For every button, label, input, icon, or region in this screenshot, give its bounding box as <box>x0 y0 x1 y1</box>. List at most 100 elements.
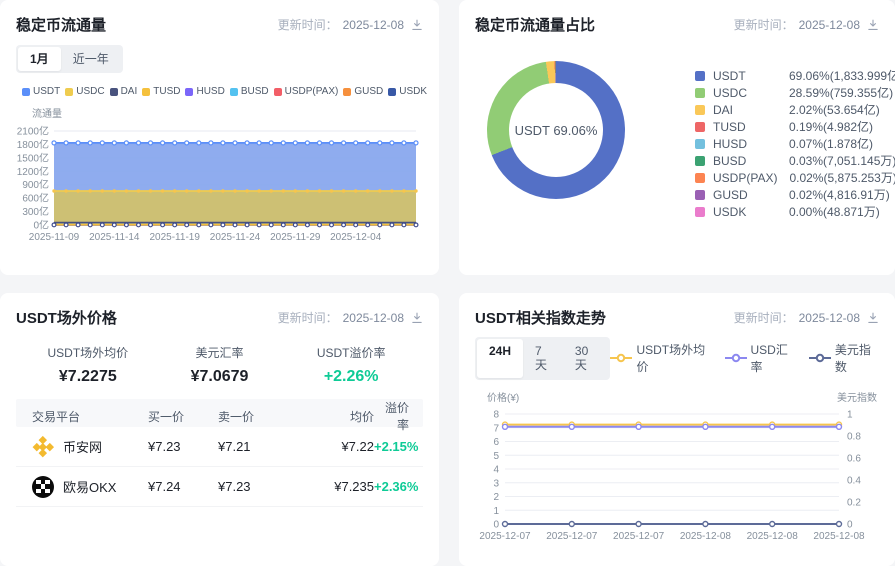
tab-1-month[interactable]: 1月 <box>18 47 61 72</box>
avg-price-cell: ¥7.22 <box>341 439 374 454</box>
share-legend-item-dai[interactable]: DAI 2.02%(53.654亿) <box>695 101 895 118</box>
share-title: 稳定币流通量占比 <box>475 17 596 34</box>
sell-price-cell: ¥7.23 <box>218 479 251 494</box>
tab-30-days[interactable]: 30天 <box>574 344 589 373</box>
svg-text:2025-12-08: 2025-12-08 <box>680 531 732 542</box>
circulation-area-chart[interactable]: 0亿300亿600亿900亿1200亿1500亿1800亿2100亿2025-1… <box>16 123 423 245</box>
update-label: 更新时间： <box>733 18 794 32</box>
legend-item-usdk[interactable]: USDK <box>388 86 427 97</box>
svg-text:3: 3 <box>493 478 499 489</box>
svg-text:0.2: 0.2 <box>847 497 861 508</box>
legend-label: USDP(PAX) <box>284 86 339 98</box>
line-marker-icon <box>724 353 747 363</box>
legend-item-busd[interactable]: BUSD <box>229 86 269 97</box>
share-legend-item-busd[interactable]: BUSD 0.03%(7,051.145万) <box>695 152 895 169</box>
legend-item-usdt[interactable]: USDT <box>22 86 60 97</box>
share-legend-item-gusd[interactable]: GUSD 0.02%(4,816.91万) <box>695 186 895 203</box>
share-legend-item-tusd[interactable]: TUSD 0.19%(4.982亿) <box>695 118 895 135</box>
svg-text:1: 1 <box>847 409 853 420</box>
table-row: 币安网 ¥7.23 ¥7.21 ¥7.22 +2.15% <box>16 427 423 467</box>
legend-item-tusd[interactable]: TUSD <box>142 86 180 97</box>
tab-recent-year[interactable]: 近一年 <box>72 52 109 66</box>
legend-swatch-icon <box>695 121 705 132</box>
index-title: USDT相关指数走势 <box>475 310 606 327</box>
legend-item-dai[interactable]: DAI <box>109 86 137 97</box>
legend-swatch-icon <box>185 87 194 96</box>
legend-item-usdp-pax[interactable]: USDP(PAX) <box>273 86 339 98</box>
svg-text:5: 5 <box>493 451 499 462</box>
svg-text:900亿: 900亿 <box>22 179 49 192</box>
legend-coin-value: 0.19%(4.982亿) <box>789 120 874 134</box>
svg-text:0.4: 0.4 <box>847 475 861 486</box>
y-axis-name: 流通量 <box>32 109 62 121</box>
legend-swatch-icon <box>273 87 282 96</box>
legend-label: GUSD <box>354 86 384 98</box>
svg-text:2025-12-07: 2025-12-07 <box>546 531 598 542</box>
stat-label: 美元汇率 <box>195 346 244 360</box>
download-icon[interactable] <box>867 19 879 31</box>
stat-usdt: USDT场外均价 ¥7.2275 <box>22 344 154 386</box>
axis-labels: 0 1 2 3 4 5 6 7 8 0 0.2 0.4 0.6 0.8 1 <box>493 409 861 530</box>
legend-label: USD汇率 <box>750 343 788 375</box>
index-legend-item-usdt[interactable]: USDT场外均价 <box>610 341 711 375</box>
line-marker-icon <box>610 353 633 363</box>
card-header: 稳定币流通量占比 更新时间： 2025-12-08 <box>475 14 879 35</box>
legend-item-usdc[interactable]: USDC <box>65 86 105 97</box>
index-legend-item-[interactable]: 美元指数 <box>808 341 879 375</box>
share-legend-item-usdk[interactable]: USDK 0.00%(48.871万) <box>695 203 895 220</box>
table-header-row: 交易平台 买一价 卖一价 均价 溢价率 <box>16 399 423 432</box>
svg-text:0.8: 0.8 <box>847 431 861 442</box>
column-header-1: 买一价 <box>148 409 185 424</box>
update-time: 更新时间： 2025-12-08 <box>734 307 879 326</box>
circulation-tab-group: 1月 近一年 <box>16 45 123 74</box>
share-legend-item-usdp-pax[interactable]: USDP(PAX) 0.02%(5,875.253万) <box>695 169 895 186</box>
legend-label: USDT场外均价 <box>636 343 706 375</box>
legend-coin-value: 0.03%(7,051.145万) <box>789 154 895 168</box>
share-legend-item-usdt[interactable]: USDT 69.06%(1,833.999亿) <box>695 67 895 84</box>
svg-text:2: 2 <box>493 492 499 503</box>
legend-swatch-icon <box>22 87 30 96</box>
legend-item-husd[interactable]: HUSD <box>185 86 225 97</box>
donut-center-label: USDT 69.06% <box>514 122 598 138</box>
svg-text:2100亿: 2100亿 <box>17 125 49 138</box>
svg-text:2025-11-14: 2025-11-14 <box>89 232 140 243</box>
download-icon[interactable] <box>411 312 423 324</box>
index-legend-item-usd[interactable]: USD汇率 <box>724 341 796 375</box>
stat-value: ¥7.2275 <box>58 368 117 385</box>
tab-24h[interactable]: 24H <box>477 339 524 378</box>
donut-chart[interactable]: USDT 69.06% <box>487 61 625 199</box>
svg-text:2025-12-07: 2025-12-07 <box>479 531 531 542</box>
legend-coin-name: GUSD <box>713 187 748 202</box>
otc-card: USDT场外价格 更新时间： 2025-12-08 USDT场外均价 ¥7.2275… <box>0 293 439 566</box>
legend-item-gusd[interactable]: GUSD <box>343 86 383 97</box>
download-icon[interactable] <box>411 19 423 31</box>
svg-text:2025-11-19: 2025-11-19 <box>149 232 200 243</box>
update-time: 更新时间： 2025-12-08 <box>734 14 879 33</box>
svg-text:600亿: 600亿 <box>22 192 49 205</box>
okx-logo-icon <box>32 475 54 498</box>
share-legend-item-husd[interactable]: HUSD 0.07%(1.878亿) <box>695 135 895 152</box>
right-axis-name: 美元指数 <box>837 392 877 404</box>
circulation-card: 稳定币流通量 更新时间： 2025-12-08 1月 近一年 USDT USDC DAI… <box>0 0 439 275</box>
circulation-legend: USDT USDC DAI TUSD HUSD BUSD USDP(PAX) GUSD USDK <box>16 86 427 98</box>
premium-cell: +2.36% <box>374 479 419 494</box>
svg-text:2025-12-08: 2025-12-08 <box>813 531 865 542</box>
tab-7-days[interactable]: 7天 <box>535 344 548 373</box>
update-time: 更新时间： 2025-12-08 <box>278 14 423 33</box>
share-legend-item-usdc[interactable]: USDC 28.59%(759.355亿) <box>695 84 895 101</box>
legend-coin-name: DAI <box>713 102 734 117</box>
stat-: 美元汇率 ¥7.0679 <box>154 344 286 386</box>
legend-swatch-icon <box>229 87 238 96</box>
svg-text:7: 7 <box>493 423 499 434</box>
grid-lines <box>505 413 839 525</box>
otc-price-table: 交易平台 买一价 卖一价 均价 溢价率 币安网 ¥7.23 ¥7.21 ¥7.22 +2.15% 欧… <box>16 399 423 507</box>
legend-label: USDK <box>399 86 428 98</box>
legend-swatch-icon <box>343 87 352 96</box>
update-date: 2025-12-08 <box>342 17 404 32</box>
download-icon[interactable] <box>867 312 879 324</box>
legend-label: TUSD <box>153 86 181 98</box>
stat-label: USDT场外均价 <box>47 346 129 360</box>
share-body: USDT 69.06% USDT 69.06%(1,833.999亿) USDC 28… <box>475 35 895 220</box>
legend-coin-name: USDP(PAX) <box>713 170 778 185</box>
